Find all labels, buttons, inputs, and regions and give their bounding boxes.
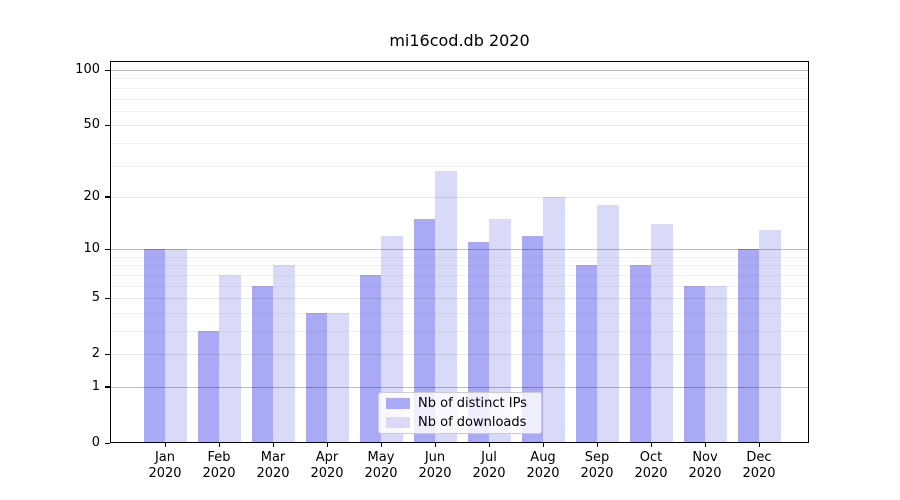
x-tick-oct	[650, 443, 652, 447]
legend-label-distinct-ips: Nb of distinct IPs	[418, 396, 527, 411]
x-tick-label-dec: Dec 2020	[742, 450, 776, 481]
gridline-y-5	[110, 298, 809, 300]
bar-nb-of-distinct-ips-jan	[143, 249, 165, 443]
gridline-y-2	[110, 354, 809, 356]
x-tick-dec	[758, 443, 760, 447]
x-tick-sep	[596, 443, 598, 447]
bar-nb-of-downloads-apr	[327, 312, 349, 443]
bar-nb-of-downloads-mar	[273, 265, 295, 443]
bar-nb-of-distinct-ips-mar	[251, 285, 273, 443]
gridline-minor-y-4	[110, 312, 809, 314]
y-tick-label-1: 1	[91, 378, 100, 394]
gridline-y-20	[110, 196, 809, 198]
gridline-y-1	[110, 386, 809, 388]
y-tick-10	[105, 248, 110, 251]
x-tick-label-may: May 2020	[364, 450, 398, 481]
y-tick-label-10: 10	[83, 241, 100, 257]
bar-nb-of-distinct-ips-oct	[629, 265, 651, 443]
x-tick-label-apr: Apr 2020	[310, 450, 344, 481]
axis-spine-bottom	[110, 441, 809, 443]
y-tick-label-5: 5	[91, 290, 100, 306]
y-tick-label-20: 20	[83, 188, 100, 204]
gridline-minor-y-90	[110, 78, 809, 80]
x-tick-jan	[164, 443, 166, 447]
gridline-minor-y-9	[110, 256, 809, 258]
x-tick-label-aug: Aug 2020	[526, 450, 560, 481]
y-tick-label-100: 100	[75, 62, 100, 78]
bar-nb-of-downloads-feb	[219, 274, 241, 443]
bar-nb-of-downloads-nov	[705, 285, 727, 443]
gridline-minor-y-40	[110, 142, 809, 144]
bar-nb-of-downloads-may	[381, 235, 403, 443]
bar-nb-of-distinct-ips-may	[359, 274, 381, 443]
x-tick-jun	[434, 443, 436, 447]
x-tick-may	[380, 443, 382, 447]
gridline-y-10	[110, 249, 809, 251]
x-tick-label-mar: Mar 2020	[256, 450, 290, 481]
y-tick-50	[105, 124, 110, 127]
x-tick-label-oct: Oct 2020	[634, 450, 668, 481]
y-tick-label-0: 0	[91, 435, 100, 450]
chart-title: mi16cod.db 2020	[389, 31, 530, 50]
bar-nb-of-downloads-dec	[759, 229, 781, 443]
x-tick-label-sep: Sep 2020	[580, 450, 614, 481]
gridline-minor-y-7	[110, 274, 809, 276]
x-tick-label-jul: Jul 2020	[472, 450, 506, 481]
y-tick-2	[105, 353, 110, 356]
y-tick-5	[105, 297, 110, 299]
gridline-minor-y-8	[110, 265, 809, 267]
x-tick-label-jun: Jun 2020	[418, 450, 452, 481]
bar-nb-of-downloads-jan	[165, 249, 187, 443]
bar-nb-of-distinct-ips-jun	[413, 218, 435, 443]
x-tick-apr	[326, 443, 328, 447]
axis-spine-top	[110, 61, 809, 63]
bar-nb-of-distinct-ips-dec	[737, 249, 759, 443]
gridline-y-100	[110, 70, 809, 72]
bar-nb-of-distinct-ips-feb	[197, 330, 219, 443]
bar-nb-of-downloads-oct	[651, 224, 673, 443]
bar-nb-of-distinct-ips-apr	[305, 312, 327, 443]
bar-nb-of-downloads-aug	[543, 196, 565, 443]
gridline-y-50	[110, 125, 809, 127]
bar-nb-of-downloads-jun	[435, 170, 457, 443]
bar-nb-of-downloads-jul	[489, 218, 511, 443]
axis-spine-right	[807, 61, 809, 443]
gridline-minor-y-80	[110, 87, 809, 89]
gridline-minor-y-60	[110, 110, 809, 112]
legend-item-downloads: Nb of downloads	[386, 415, 534, 430]
y-tick-label-2: 2	[91, 346, 100, 362]
x-tick-label-feb: Feb 2020	[202, 450, 236, 481]
gridline-minor-y-6	[110, 285, 809, 287]
y-tick-1	[105, 386, 110, 388]
x-tick-aug	[542, 443, 544, 447]
y-tick-0	[105, 442, 110, 444]
y-tick-100	[105, 69, 110, 71]
bar-nb-of-distinct-ips-nov	[683, 285, 705, 443]
gridline-minor-y-30	[110, 165, 809, 167]
gridline-minor-y-70	[110, 98, 809, 100]
legend: Nb of distinct IPs Nb of downloads	[378, 392, 542, 434]
x-tick-nov	[704, 443, 706, 447]
legend-item-distinct-ips: Nb of distinct IPs	[386, 396, 534, 411]
x-tick-feb	[218, 443, 220, 447]
x-tick-jul	[488, 443, 490, 447]
bar-nb-of-distinct-ips-sep	[575, 265, 597, 443]
legend-label-downloads: Nb of downloads	[418, 415, 527, 430]
plot-area	[110, 61, 809, 443]
x-tick-label-nov: Nov 2020	[688, 450, 722, 481]
bar-nb-of-downloads-sep	[597, 205, 619, 443]
bar-nb-of-distinct-ips-aug	[521, 235, 543, 443]
legend-swatch-distinct-ips	[386, 398, 410, 409]
gridline-minor-y-3	[110, 330, 809, 332]
axis-spine-left	[110, 61, 112, 443]
x-tick-label-jan: Jan 2020	[148, 450, 182, 481]
y-tick-20	[105, 196, 110, 198]
legend-swatch-downloads	[386, 417, 410, 428]
x-tick-mar	[272, 443, 274, 447]
y-tick-label-50: 50	[83, 117, 100, 133]
